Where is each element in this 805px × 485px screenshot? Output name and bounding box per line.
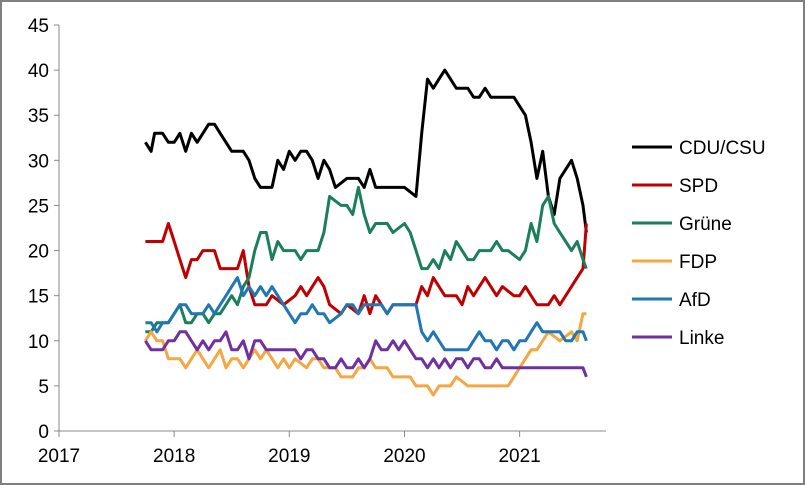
y-tick-label: 40: [28, 61, 49, 82]
series-line-spd: [145, 222, 588, 316]
series-line-fdp: [144, 312, 587, 397]
x-tick-label: 2021: [498, 446, 540, 467]
x-tick-label: 2018: [153, 446, 195, 467]
series-line-linke: [144, 330, 588, 378]
series-line-afd: [145, 276, 588, 352]
legend-label-spd: SPD: [679, 176, 718, 197]
y-tick-label: 35: [28, 106, 49, 127]
y-tick-label: 20: [28, 242, 49, 263]
x-tick-label: 2017: [38, 446, 80, 467]
y-tick-label: 45: [28, 16, 49, 37]
legend-label-afd: AfD: [679, 290, 711, 311]
legend-label-linke: Linke: [679, 328, 724, 349]
legend-label-fdp: FDP: [679, 252, 717, 273]
legend-label-gr-ne: Grüne: [679, 214, 732, 235]
y-tick-label: 10: [28, 332, 49, 353]
y-tick-label: 25: [28, 196, 49, 217]
axes: 0 5 10 15 20 25 30 35 40 45 2017 2018 2019 2020 2021: [28, 16, 606, 467]
y-tick-label: 5: [38, 377, 49, 398]
y-tick-label: 15: [28, 287, 49, 308]
x-tick-label: 2019: [268, 446, 310, 467]
legend: CDU/CSU SPD Grüne FDP AfD Linke: [632, 138, 766, 349]
x-tick-label: 2020: [383, 446, 425, 467]
series-line-gr-ne: [145, 185, 588, 334]
y-tick-label: 30: [28, 151, 49, 172]
series-line-cdu-csu: [144, 68, 588, 233]
legend-label-cdu-csu: CDU/CSU: [679, 138, 766, 159]
series-layer: [144, 68, 588, 397]
y-tick-label: 0: [38, 422, 49, 443]
